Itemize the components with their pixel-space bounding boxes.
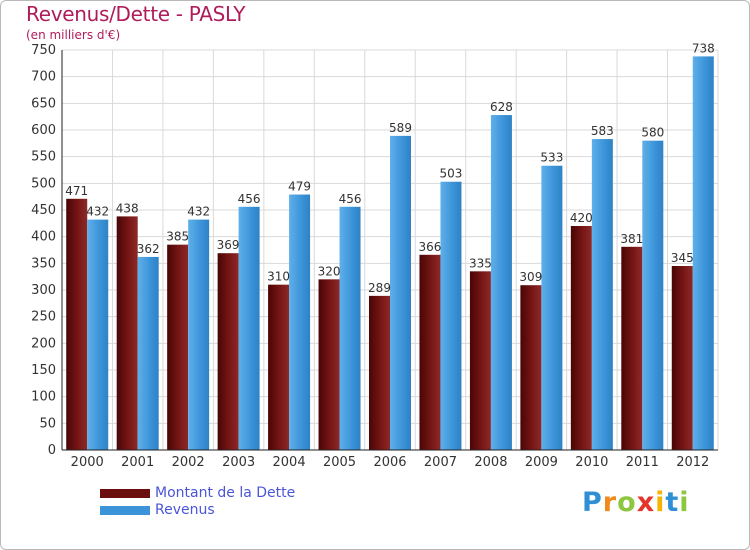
- bar-revenue: [390, 135, 411, 450]
- bar-debt: [318, 279, 340, 450]
- value-label-debt: 310: [267, 270, 290, 284]
- bar-debt: [469, 271, 491, 450]
- x-tick-label: 2004: [273, 455, 306, 470]
- legend-label-debt: Montant de la Dette: [155, 485, 296, 501]
- logo-letter: x: [636, 487, 656, 518]
- value-label-revenue: 533: [540, 151, 563, 165]
- bar-debt: [671, 266, 693, 450]
- bar-revenue: [137, 256, 159, 450]
- value-label-revenue: 738: [692, 41, 715, 55]
- value-label-debt: 381: [620, 232, 643, 246]
- bars-layer: [66, 56, 714, 451]
- y-tick-label: 100: [31, 390, 56, 405]
- value-label-revenue: 362: [137, 242, 160, 256]
- value-label-revenue: 432: [86, 205, 109, 219]
- bar-revenue: [188, 219, 210, 450]
- x-tick-label: 2012: [676, 455, 709, 470]
- x-tick-label: 2005: [323, 455, 356, 470]
- bar-revenue: [339, 206, 361, 450]
- value-label-revenue: 456: [339, 192, 362, 206]
- y-tick-label: 700: [31, 70, 56, 85]
- bar-revenue: [591, 139, 613, 451]
- bar-debt: [116, 216, 138, 450]
- y-tick-label: 500: [31, 176, 56, 191]
- value-label-debt: 345: [671, 251, 694, 265]
- value-label-revenue: 432: [187, 205, 210, 219]
- value-label-debt: 471: [65, 184, 88, 198]
- value-label-revenue: 479: [288, 180, 311, 194]
- y-tick-label: 650: [31, 96, 56, 111]
- bar-revenue: [692, 56, 714, 451]
- x-tick-label: 2011: [626, 455, 659, 470]
- y-tick-label: 50: [39, 416, 56, 431]
- y-tick-label: 300: [31, 283, 56, 298]
- x-tick-label: 2008: [474, 455, 507, 470]
- value-label-revenue: 456: [238, 192, 261, 206]
- legend-swatch-debt: [100, 489, 150, 498]
- bar-debt: [419, 254, 441, 450]
- value-label-revenue: 589: [389, 121, 412, 135]
- y-tick-label: 600: [31, 123, 56, 138]
- x-tick-label: 2003: [222, 455, 255, 470]
- bar-debt: [217, 253, 239, 450]
- value-label-revenue: 580: [641, 126, 664, 140]
- bar-revenue: [87, 219, 109, 450]
- value-label-debt: 309: [519, 270, 542, 284]
- bar-debt: [369, 295, 390, 450]
- value-label-debt: 320: [318, 264, 341, 278]
- logo-letter: o: [617, 487, 637, 518]
- proxiti-logo: Proxiti: [582, 487, 690, 518]
- value-label-revenue: 583: [591, 124, 614, 138]
- bar-revenue: [490, 115, 512, 451]
- x-tick-label: 2000: [71, 455, 104, 470]
- axis-layer: 0 50 100 150 200 250 300 350 400 450 500 550 600 650 7…: [31, 41, 718, 470]
- logo-letter: i: [655, 487, 666, 518]
- value-label-debt: 385: [166, 230, 189, 244]
- chart-title: Revenus/Dette - PASLY: [26, 2, 246, 26]
- value-label-revenue: 628: [490, 100, 513, 114]
- value-label-revenue: 503: [440, 167, 463, 181]
- y-tick-label: 350: [31, 256, 56, 271]
- y-tick-label: 450: [31, 203, 56, 218]
- value-label-debt: 369: [217, 238, 240, 252]
- legend-label-revenue: Revenus: [155, 502, 215, 518]
- x-tick-label: 2009: [525, 455, 558, 470]
- y-tick-label: 750: [31, 43, 56, 58]
- value-label-debt: 335: [469, 256, 492, 270]
- value-label-debt: 366: [419, 240, 442, 254]
- y-tick-label: 0: [48, 443, 56, 458]
- chart-subtitle: (en milliers d'€): [26, 28, 121, 42]
- bar-debt: [520, 285, 542, 450]
- value-label-debt: 289: [368, 281, 391, 295]
- logo-letter: t: [665, 487, 680, 518]
- y-tick-label: 250: [31, 310, 56, 325]
- x-tick-label: 2010: [575, 455, 608, 470]
- bar-debt: [621, 246, 643, 450]
- y-tick-label: 200: [31, 336, 56, 351]
- x-tick-label: 2007: [424, 455, 457, 470]
- legend-swatch-revenue: [100, 506, 150, 515]
- y-tick-label: 400: [31, 230, 56, 245]
- value-label-debt: 438: [116, 201, 139, 215]
- logo-letter: r: [602, 487, 618, 518]
- y-tick-label: 150: [31, 363, 56, 378]
- x-tick-label: 2001: [121, 455, 154, 470]
- bar-revenue: [238, 206, 260, 450]
- bar-debt: [66, 198, 88, 450]
- y-tick-label: 550: [31, 150, 56, 165]
- bar-debt: [167, 244, 189, 450]
- x-tick-label: 2002: [172, 455, 205, 470]
- logo-letter: P: [582, 487, 603, 518]
- bar-revenue: [289, 194, 311, 450]
- x-tick-label: 2006: [373, 455, 406, 470]
- bar-debt: [570, 226, 592, 450]
- bar-revenue: [642, 140, 664, 450]
- value-label-debt: 420: [570, 211, 593, 225]
- bar-revenue: [440, 181, 462, 450]
- bar-debt: [268, 284, 290, 450]
- logo-letter: i: [679, 487, 690, 518]
- bar-revenue: [541, 165, 563, 450]
